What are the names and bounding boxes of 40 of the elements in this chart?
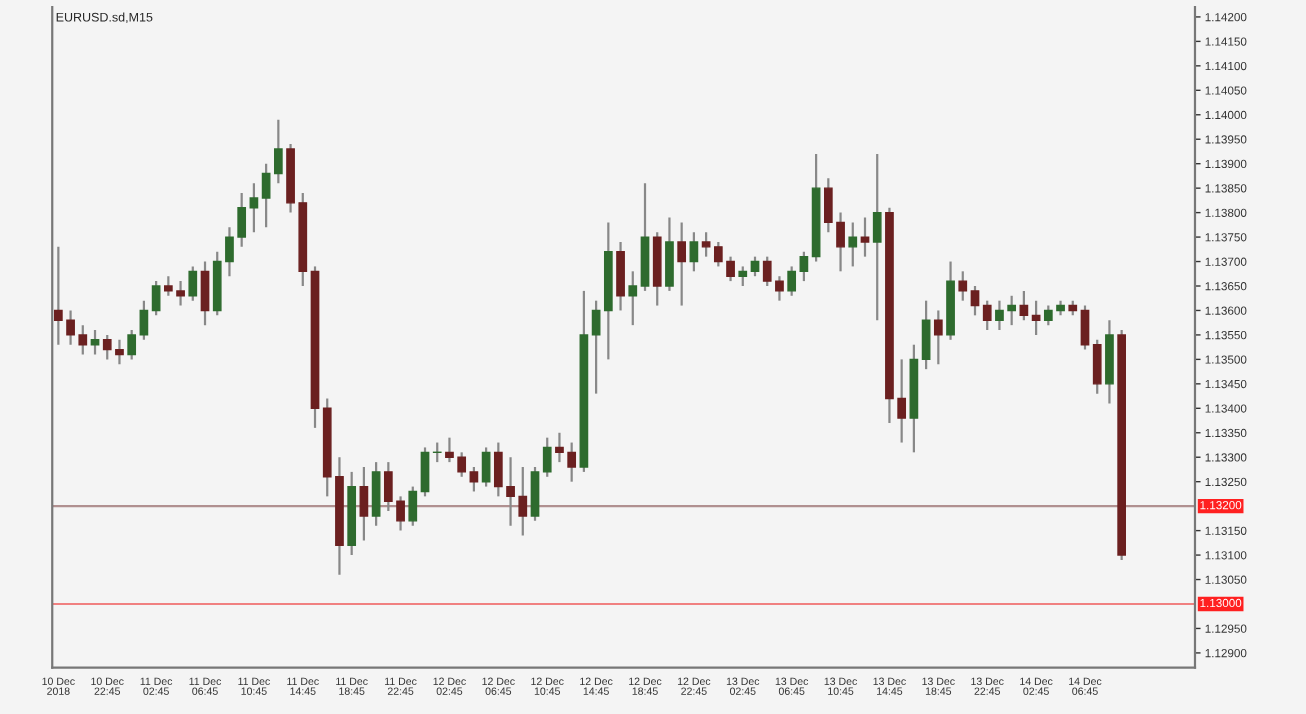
- candlestick: [738, 265, 748, 288]
- candlestick: [261, 162, 271, 229]
- candlestick: [542, 436, 552, 478]
- candlestick: [90, 328, 100, 356]
- candlestick: [982, 299, 992, 332]
- candlestick: [127, 328, 137, 361]
- candlestick: [921, 299, 931, 371]
- candlestick: [750, 255, 760, 278]
- candlestick: [1031, 299, 1041, 337]
- candlestick: [273, 118, 283, 185]
- candlestick: [665, 216, 674, 292]
- candlestick: [420, 446, 430, 498]
- candlestick: [139, 299, 149, 341]
- candlestick: [933, 309, 943, 366]
- candlestick: [249, 182, 259, 234]
- candlestick: [481, 446, 491, 488]
- candlestick: [677, 221, 687, 307]
- candlestick: [1080, 304, 1090, 351]
- candlestick: [970, 284, 980, 317]
- candlestick: [359, 465, 369, 542]
- candlestick: [848, 221, 858, 268]
- candlestick: [200, 260, 210, 327]
- candlestick: [616, 240, 625, 312]
- candlestick: [591, 299, 601, 395]
- candlestick: [151, 279, 161, 317]
- candlestick: [787, 265, 797, 297]
- candlestick: [1092, 338, 1102, 395]
- candlestick: [860, 216, 870, 258]
- candlestick: [1019, 289, 1029, 322]
- candlestick: [872, 152, 882, 322]
- candlestick: [958, 270, 968, 302]
- candlestick: [799, 250, 809, 283]
- candlestick: [371, 461, 381, 527]
- candlestick: [689, 231, 699, 273]
- candlestick: [701, 231, 711, 258]
- candlestick: [469, 465, 479, 493]
- candlestick: [628, 270, 638, 327]
- candlestick: [408, 485, 418, 527]
- candlestick: [188, 265, 198, 302]
- candlestick: [530, 465, 540, 522]
